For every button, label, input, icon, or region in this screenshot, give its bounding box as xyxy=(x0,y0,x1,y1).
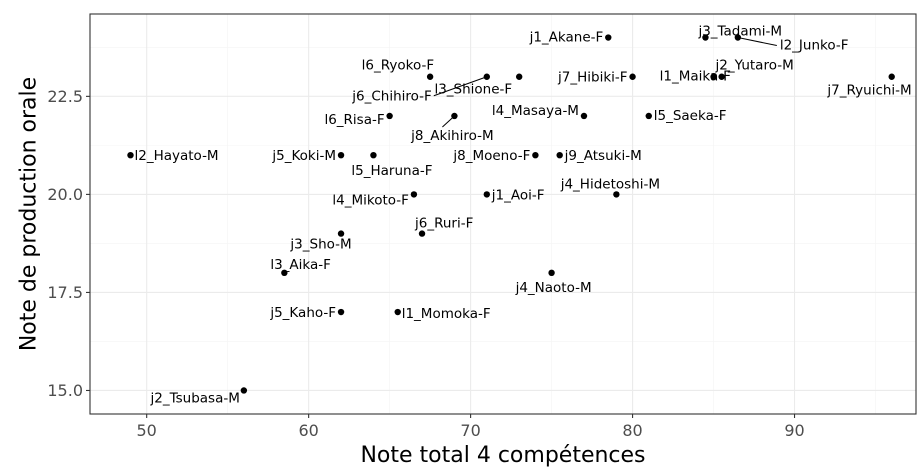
point-label: j9_Atsuki-M xyxy=(564,148,642,164)
point-label: l5_Saeka-F xyxy=(654,108,727,124)
point-label: j1_Akane-F xyxy=(529,30,604,46)
grid-layer xyxy=(90,14,916,414)
point-label: j5_Kaho-F xyxy=(269,305,336,321)
point-label: j2_Yutaro-M xyxy=(715,58,794,74)
data-point xyxy=(451,112,458,120)
data-point xyxy=(410,191,418,198)
point-label: l3_Shione-F xyxy=(434,82,512,98)
label-leader-line xyxy=(737,37,777,47)
data-point xyxy=(370,151,377,159)
data-point xyxy=(337,308,345,316)
data-point xyxy=(645,112,652,120)
point-label: j4_Hidetoshi-M xyxy=(560,176,660,192)
point-label: j6_Ruri-F xyxy=(414,216,473,232)
point-label: j7_Ryuichi-M xyxy=(826,83,911,99)
point-label: l1_Momoka-F xyxy=(402,306,491,322)
point-label: j8_Akihiro-M xyxy=(410,128,493,144)
data-point xyxy=(532,151,539,159)
tick-layer: 50 60 70 80 90 15.0 17.5 20.0 22.5 xyxy=(47,87,804,440)
data-point xyxy=(556,151,563,159)
y-tick-label: 22.5 xyxy=(47,87,83,106)
x-tick-label: 90 xyxy=(784,421,804,440)
data-point xyxy=(605,34,612,41)
data-point xyxy=(394,308,401,316)
data-point xyxy=(418,230,426,237)
data-point xyxy=(734,34,742,41)
data-point xyxy=(483,191,491,198)
x-tick-label: 70 xyxy=(460,421,480,440)
point-label: l4_Masaya-M xyxy=(492,103,579,119)
point-label: l5_Haruna-F xyxy=(351,163,432,179)
data-point xyxy=(515,73,523,80)
data-point xyxy=(613,191,620,198)
point-label: j3_Sho-M xyxy=(289,237,351,253)
point-label: l2_Junko-F xyxy=(780,38,849,54)
point-label: j1_Aoi-F xyxy=(491,187,545,203)
label-layer: j1_Akane-F j3_Tadami-Ml2_Junko-F l1_Maika-… xyxy=(134,24,911,407)
data-point xyxy=(127,151,134,159)
data-point xyxy=(240,387,248,394)
y-axis-title: Note de production orale xyxy=(17,77,42,351)
point-layer xyxy=(127,34,895,394)
point-label: j6_Chihiro-F xyxy=(351,89,432,105)
point-label: l1_Maika-F xyxy=(660,69,731,85)
data-point xyxy=(580,112,588,120)
data-point xyxy=(710,73,717,80)
plot-panel-border xyxy=(89,13,917,415)
data-point xyxy=(888,73,895,80)
point-label: j7_Hibiki-F xyxy=(557,70,628,86)
point-label: j2_Tsubasa-M xyxy=(150,390,240,406)
y-tick-label: 17.5 xyxy=(47,283,83,302)
data-point xyxy=(426,73,434,80)
point-label: l6_Risa-F xyxy=(324,112,384,128)
point-label: l3_Aika-F xyxy=(270,257,331,273)
data-point xyxy=(702,34,709,41)
point-label: j5_Koki-M xyxy=(271,148,336,164)
point-label: l2_Hayato-M xyxy=(134,148,218,164)
data-point xyxy=(548,269,555,277)
data-point xyxy=(337,151,345,159)
y-tick-label: 20.0 xyxy=(47,185,83,204)
data-point xyxy=(281,269,288,277)
data-point xyxy=(718,73,725,80)
x-tick-label: 50 xyxy=(137,421,157,440)
x-tick-label: 80 xyxy=(622,421,642,440)
point-label: j3_Tadami-M xyxy=(697,24,782,40)
data-point xyxy=(629,73,636,80)
data-point xyxy=(483,73,491,80)
label-leader-line xyxy=(433,76,487,97)
y-tick-label: 15.0 xyxy=(47,381,83,400)
point-label: j8_Moeno-F xyxy=(452,148,530,164)
data-point xyxy=(337,230,345,237)
data-point xyxy=(386,112,393,120)
x-tick-label: 60 xyxy=(298,421,318,440)
point-label: l6_Ryoko-F xyxy=(362,58,434,74)
x-axis-title: Note total 4 compétences xyxy=(360,443,645,468)
point-label: j4_Naoto-M xyxy=(515,280,592,296)
point-label: l4_Mikoto-F xyxy=(332,192,409,208)
